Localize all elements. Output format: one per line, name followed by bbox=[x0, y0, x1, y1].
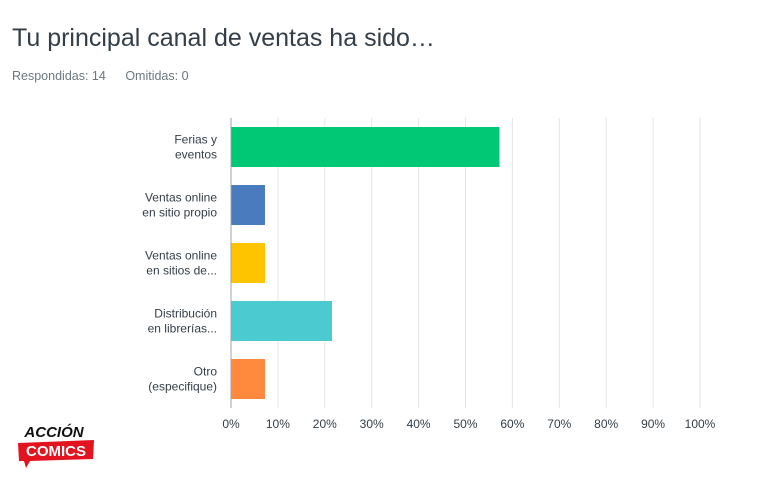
category-label-line: Ventas online bbox=[145, 249, 217, 263]
bar bbox=[231, 359, 265, 399]
x-tick-label: 70% bbox=[547, 417, 571, 431]
x-tick-label: 0% bbox=[222, 417, 240, 431]
x-tick-label: 50% bbox=[453, 417, 477, 431]
category-label: Ferias y eventos bbox=[174, 133, 217, 162]
category-label-line: Distribución bbox=[154, 307, 217, 321]
category-label-line: Ferias y bbox=[174, 133, 217, 147]
accion-comics-logo: ACCIÓN COMICS bbox=[18, 423, 94, 468]
category-label: Otro (especifique) bbox=[148, 365, 217, 394]
category-label-line: Ventas online bbox=[145, 191, 217, 205]
category-label-line: eventos bbox=[175, 148, 217, 162]
bar bbox=[231, 243, 265, 283]
category-label-line: en sitios de... bbox=[146, 264, 217, 278]
category-label-line: (especifique) bbox=[148, 380, 217, 394]
response-stats: Respondidas: 14 Omitidas: 0 bbox=[12, 69, 205, 83]
x-tick-label: 100% bbox=[685, 417, 716, 431]
x-tick-label: 40% bbox=[407, 417, 431, 431]
x-tick-label: 30% bbox=[360, 417, 384, 431]
category-label: Ventas online en sitios de... bbox=[145, 249, 217, 278]
bar bbox=[231, 127, 500, 167]
x-tick-label: 10% bbox=[266, 417, 290, 431]
logo-line2: COMICS bbox=[26, 443, 86, 460]
category-label-line: en sitio propio bbox=[142, 206, 217, 220]
answered-count: Respondidas: 14 bbox=[12, 69, 106, 83]
question-title: Tu principal canal de ventas ha sido… bbox=[12, 24, 435, 52]
skipped-count: Omitidas: 0 bbox=[125, 69, 189, 83]
bar bbox=[231, 301, 333, 341]
x-tick-label: 80% bbox=[594, 417, 618, 431]
category-label-line: en librerías... bbox=[148, 322, 217, 336]
x-tick-label: 20% bbox=[313, 417, 337, 431]
category-label-line: Otro bbox=[194, 365, 218, 379]
category-label: Distribución en librerías... bbox=[148, 307, 217, 336]
x-tick-label: 90% bbox=[641, 417, 665, 431]
logo-line1: ACCIÓN bbox=[23, 423, 84, 441]
bar bbox=[231, 185, 265, 225]
category-label: Ventas online en sitio propio bbox=[142, 191, 217, 220]
x-tick-label: 60% bbox=[500, 417, 524, 431]
